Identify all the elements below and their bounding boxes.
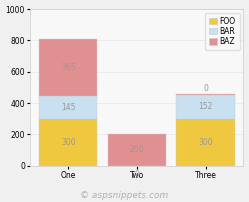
Text: 0: 0 (203, 84, 208, 93)
Text: 145: 145 (61, 103, 75, 112)
Text: 200: 200 (130, 145, 144, 155)
Bar (108, 134, 166, 166)
Bar (177, 94, 235, 95)
Text: 0: 0 (134, 170, 139, 179)
Text: © aspsnippets.com: © aspsnippets.com (80, 191, 169, 200)
Text: 152: 152 (198, 102, 213, 111)
Text: 300: 300 (61, 138, 76, 147)
Bar (39, 96, 97, 119)
Bar (39, 119, 97, 166)
Text: 365: 365 (61, 63, 76, 72)
Text: 300: 300 (198, 138, 213, 147)
Bar (177, 95, 235, 119)
Bar (177, 119, 235, 166)
Legend: FOO, BAR, BAZ: FOO, BAR, BAZ (205, 13, 240, 50)
Bar (39, 39, 97, 96)
